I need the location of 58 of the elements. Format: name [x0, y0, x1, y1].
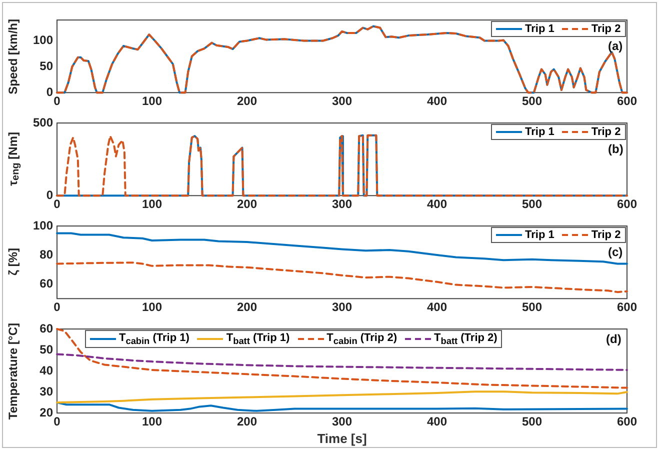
y-tick-label: 40	[40, 363, 54, 378]
annotation: (b)	[608, 142, 624, 156]
y-tick-label: 20	[40, 405, 54, 420]
legend-label: Trip 1	[525, 126, 554, 138]
x-tick-label: 200	[236, 94, 258, 108]
y-axis-title: Temperature [°C]	[6, 322, 20, 420]
annotation: (c)	[608, 245, 623, 259]
y-tick-label: 50	[40, 58, 54, 73]
annotation: (d)	[606, 332, 622, 346]
x-tick-label: 100	[142, 300, 162, 314]
legend-label: T$_{batt}$ (Trip 2)	[434, 332, 498, 346]
y-tick-label: 60	[40, 321, 54, 336]
y-tick-label: 100	[32, 218, 54, 232]
legend-label: Trip 2	[591, 229, 621, 241]
x-axis-title: Time [s]	[317, 430, 367, 446]
x-tick-label: 300	[332, 300, 352, 314]
x-tick-label: 400	[426, 197, 448, 212]
y-tick-label: 50	[40, 342, 54, 356]
legend-label: T$_{cabin}$ (Trip 2)	[326, 332, 398, 346]
x-tick-label: 100	[142, 94, 162, 108]
y-tick-label: 0	[46, 84, 54, 99]
legend-label: Trip 1	[525, 23, 554, 35]
legend-label: Trip 2	[591, 126, 621, 138]
x-tick-label: 300	[332, 197, 352, 212]
y-axis-title: ζ [%]	[6, 248, 20, 276]
x-tick-label: 300	[332, 414, 352, 429]
y-tick-label: 500	[32, 115, 54, 130]
annotation: (a)	[608, 39, 623, 53]
x-tick-label: 300	[332, 94, 352, 108]
y-tick-label: 100	[32, 33, 54, 48]
x-tick-label: 500	[522, 414, 542, 429]
x-tick-label: 600	[616, 414, 638, 429]
x-tick-label: 100	[142, 197, 162, 212]
x-tick-label: 400	[426, 414, 448, 429]
x-tick-label: 400	[426, 300, 448, 314]
x-tick-label: 500	[522, 94, 542, 108]
y-tick-label: 80	[40, 247, 54, 262]
legend-label: T$_{batt}$ (Trip 1)	[226, 332, 290, 346]
line-series	[56, 353, 628, 371]
x-tick-label: 100	[142, 414, 162, 429]
y-tick-label: 0	[46, 188, 54, 202]
line-series	[56, 262, 628, 294]
legend-label: T$_{cabin}$ (Trip 1)	[119, 332, 190, 346]
y-tick-label: 30	[40, 384, 54, 398]
x-tick-label: 200	[236, 300, 258, 314]
x-tick-label: 600	[616, 197, 638, 212]
x-tick-label: 500	[522, 300, 542, 314]
x-tick-label: 600	[616, 94, 638, 108]
x-tick-label: 200	[236, 197, 258, 212]
y-axis-title: Speed [km/h]	[6, 18, 20, 94]
y-tick-label: 60	[40, 276, 54, 290]
legend-label: Trip 1	[525, 229, 554, 241]
x-tick-label: 400	[426, 94, 448, 108]
x-tick-label: 600	[616, 300, 638, 314]
line-series	[56, 328, 628, 389]
x-tick-label: 500	[522, 197, 542, 212]
x-tick-label: 200	[236, 414, 258, 429]
legend-label: Trip 2	[591, 23, 621, 35]
